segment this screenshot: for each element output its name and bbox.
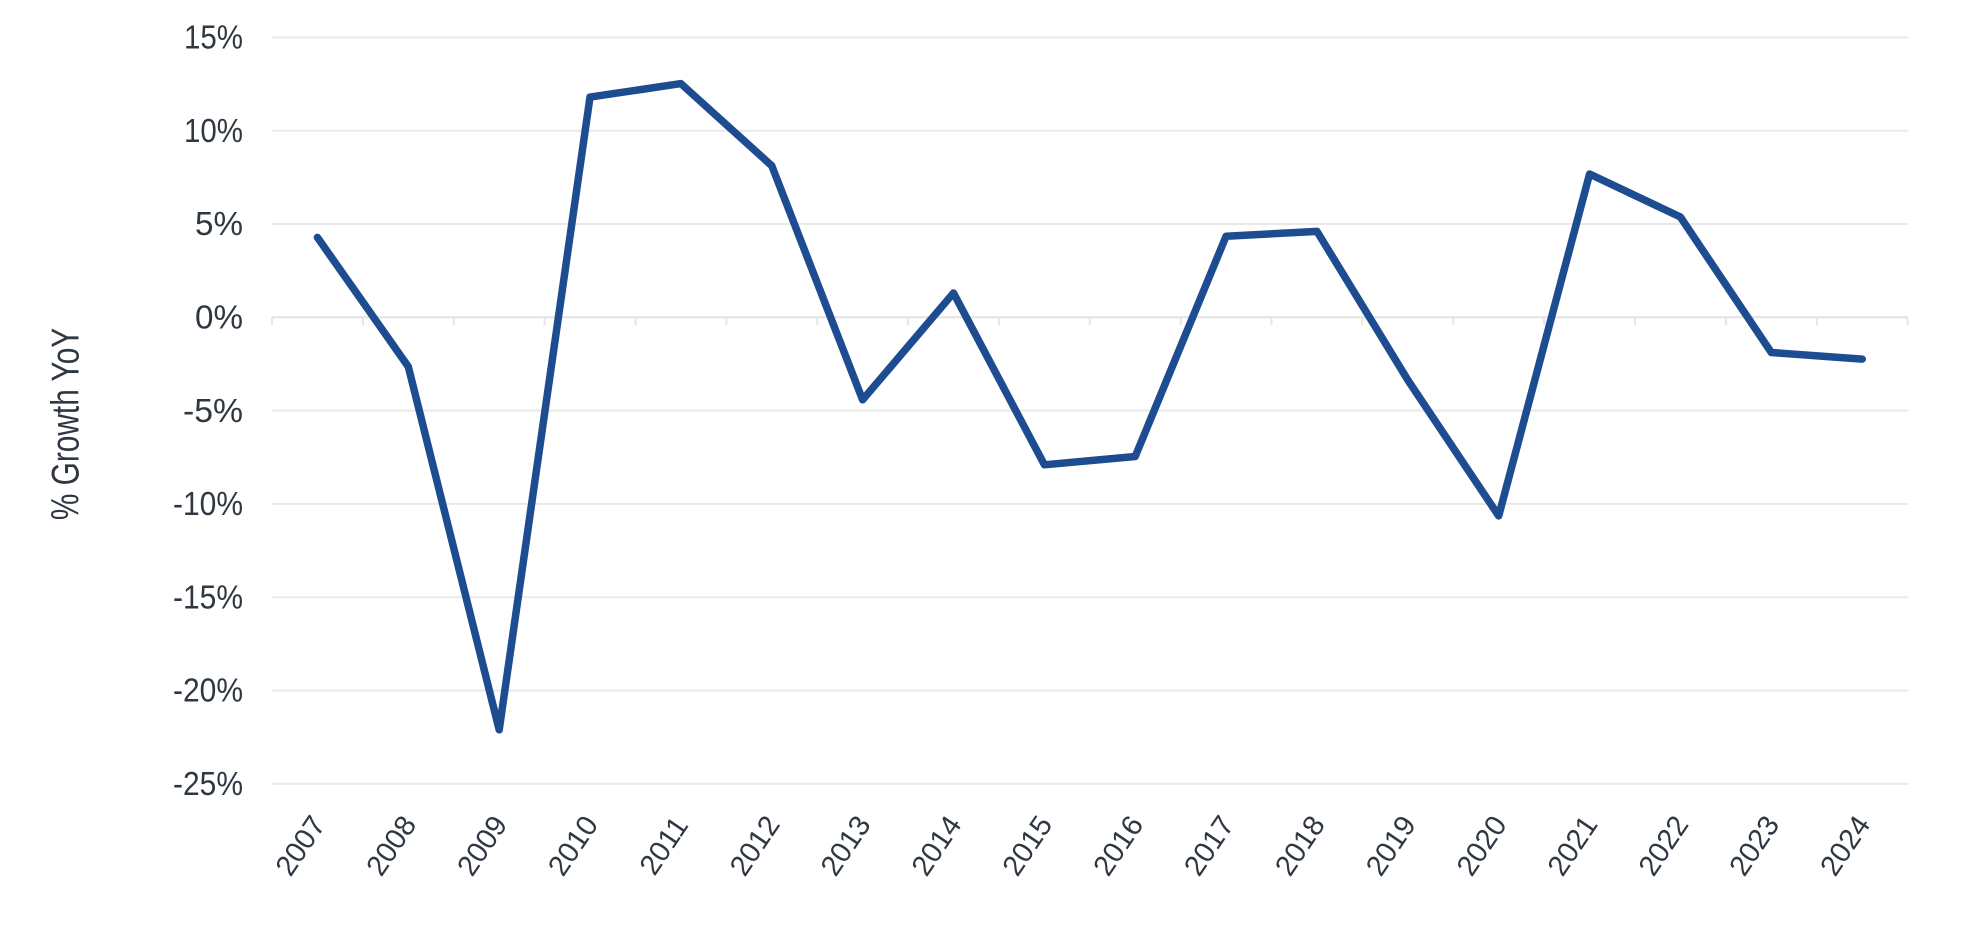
svg-text:-10%: -10% (173, 485, 243, 522)
svg-text:5%: 5% (195, 205, 243, 242)
svg-text:% Growth YoY: % Growth YoY (45, 328, 88, 520)
svg-text:10%: 10% (184, 112, 243, 149)
svg-text:-15%: -15% (173, 578, 243, 615)
svg-text:0%: 0% (195, 299, 243, 336)
svg-text:-20%: -20% (173, 672, 243, 709)
svg-text:-5%: -5% (183, 392, 243, 429)
svg-text:-25%: -25% (173, 765, 243, 802)
svg-text:15%: 15% (184, 19, 243, 56)
